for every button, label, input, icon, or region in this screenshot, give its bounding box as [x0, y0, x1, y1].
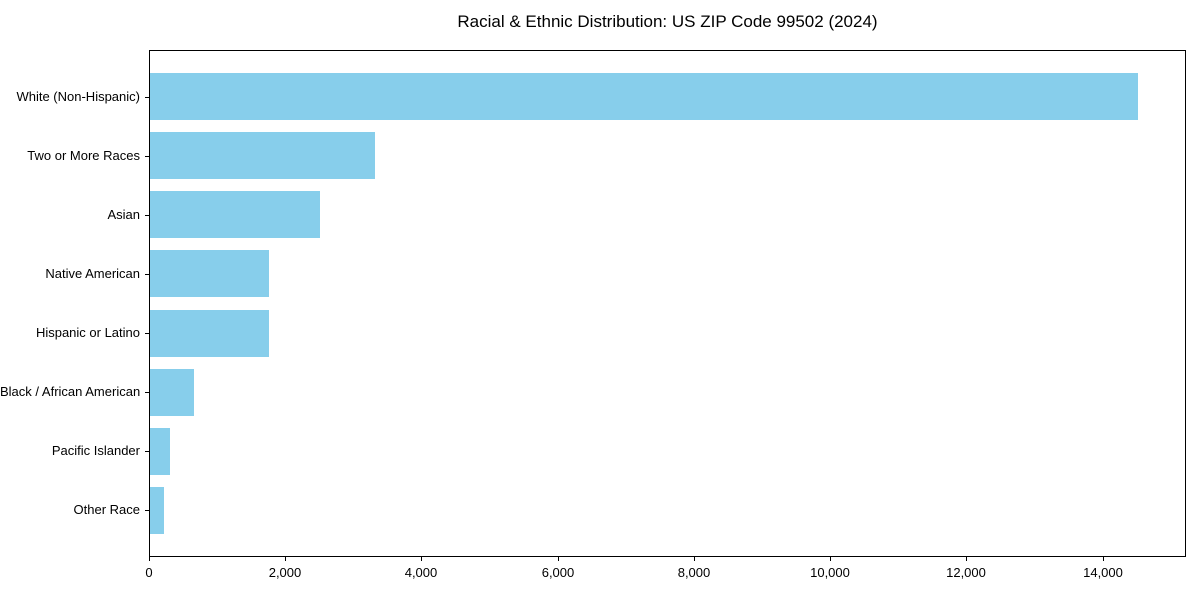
y-axis-category-label: Other Race — [73, 502, 140, 517]
y-axis-category-label: White (Non-Hispanic) — [16, 89, 140, 104]
y-tick-mark — [145, 215, 149, 216]
y-axis-category-label: Native American — [45, 266, 140, 281]
y-tick-mark — [145, 274, 149, 275]
chart-bar — [150, 250, 269, 297]
x-axis-tick-label: 10,000 — [810, 565, 850, 580]
x-axis-tick-label: 8,000 — [677, 565, 711, 580]
y-tick-mark — [145, 333, 149, 334]
y-tick-mark — [145, 156, 149, 157]
chart-bar — [150, 428, 170, 475]
chart-bar — [150, 73, 1138, 120]
chart-bar — [150, 191, 320, 238]
y-tick-mark — [145, 451, 149, 452]
chart-bar — [150, 487, 164, 534]
x-axis-tick-label: 2,000 — [268, 565, 302, 580]
x-tick-mark — [285, 557, 286, 561]
chart-bar — [150, 132, 375, 179]
y-axis-category-label: Pacific Islander — [51, 443, 140, 458]
x-tick-mark — [966, 557, 967, 561]
x-tick-mark — [558, 557, 559, 561]
x-tick-mark — [421, 557, 422, 561]
chart-title: Racial & Ethnic Distribution: US ZIP Cod… — [457, 12, 878, 31]
y-axis-category-label: Hispanic or Latino — [35, 325, 140, 340]
x-tick-mark — [830, 557, 831, 561]
chart-bar — [150, 369, 194, 416]
y-axis-category-label: Black / African American — [0, 384, 141, 399]
x-axis-tick-label: 0 — [145, 565, 153, 580]
plot-area — [149, 50, 1186, 557]
y-axis-category-label: Two or More Races — [27, 148, 140, 163]
x-axis-tick-label: 12,000 — [946, 565, 986, 580]
x-axis-tick-label: 4,000 — [404, 565, 438, 580]
y-axis-category-label: Asian — [107, 207, 140, 222]
x-tick-mark — [149, 557, 150, 561]
x-tick-mark — [1103, 557, 1104, 561]
y-tick-mark — [145, 510, 149, 511]
y-tick-mark — [145, 97, 149, 98]
y-tick-mark — [145, 392, 149, 393]
chart-bar — [150, 310, 269, 357]
x-tick-mark — [694, 557, 695, 561]
x-axis-tick-label: 6,000 — [541, 565, 575, 580]
x-axis-tick-label: 14,000 — [1083, 565, 1123, 580]
